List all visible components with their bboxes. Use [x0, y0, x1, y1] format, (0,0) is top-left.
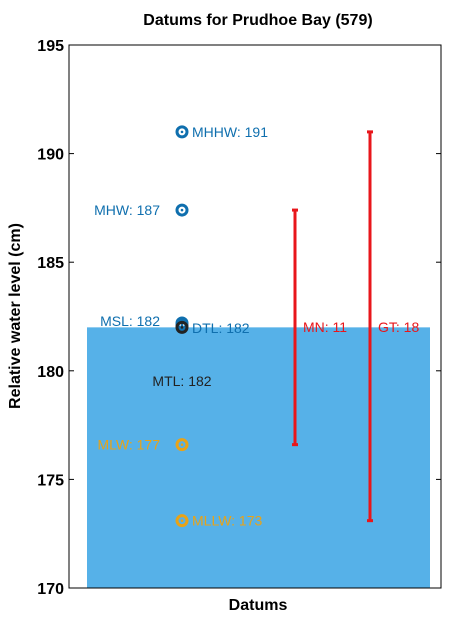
- datum-label-mllw: MLLW: 173: [192, 513, 263, 529]
- datum-marker-mllw: [175, 514, 189, 528]
- datum-marker-dot: [180, 519, 184, 522]
- datum-markers: MHHW: 191 MHW: 187 MSL: 182 DTL: 182 MTL: 18…: [94, 124, 268, 529]
- y-tick-label: 170: [37, 581, 64, 598]
- y-tick-label: 195: [37, 38, 64, 55]
- datum-marker-mtl: [175, 320, 189, 334]
- water-level-fill: [87, 327, 430, 588]
- datum-label-mhhw: MHHW: 191: [192, 124, 268, 140]
- datum-label-msl: MSL: 182: [100, 313, 160, 329]
- datum-marker-dot: [180, 130, 184, 134]
- range-label-gt: GT: 18: [378, 319, 419, 335]
- datum-marker-dot: [180, 208, 184, 212]
- datum-label-mhw: MHW: 187: [94, 202, 160, 218]
- datum-marker-mlw: [175, 438, 189, 452]
- datum-marker-dot: [180, 326, 184, 329]
- chart-title: Datums for Prudhoe Bay (579): [143, 12, 372, 29]
- y-tick-label: 190: [37, 147, 64, 164]
- y-tick-label: 180: [37, 364, 64, 381]
- datum-marker-dot: [180, 443, 184, 446]
- x-axis-label: Datums: [229, 597, 288, 614]
- range-label-mn: MN: 11: [303, 319, 347, 335]
- datum-label-dtl: DTL: 182: [192, 320, 250, 336]
- y-tick-label: 175: [37, 472, 64, 489]
- datum-label-mtl: MTL: 182: [152, 373, 211, 389]
- datum-marker-mhhw: [175, 125, 189, 139]
- y-axis-label: Relative water level (cm): [7, 223, 24, 409]
- y-tick-label: 185: [37, 255, 64, 272]
- plot-frame: [68, 44, 442, 589]
- datum-marker-mhw: [175, 203, 189, 217]
- datum-label-mlw: MLW: 177: [97, 437, 160, 453]
- datum-marker-dot: [180, 323, 184, 327]
- tidal-ranges: MN: 11 GT: 18: [292, 130, 419, 523]
- y-axis-ticks: 170 175 180 185 190 195: [37, 38, 441, 598]
